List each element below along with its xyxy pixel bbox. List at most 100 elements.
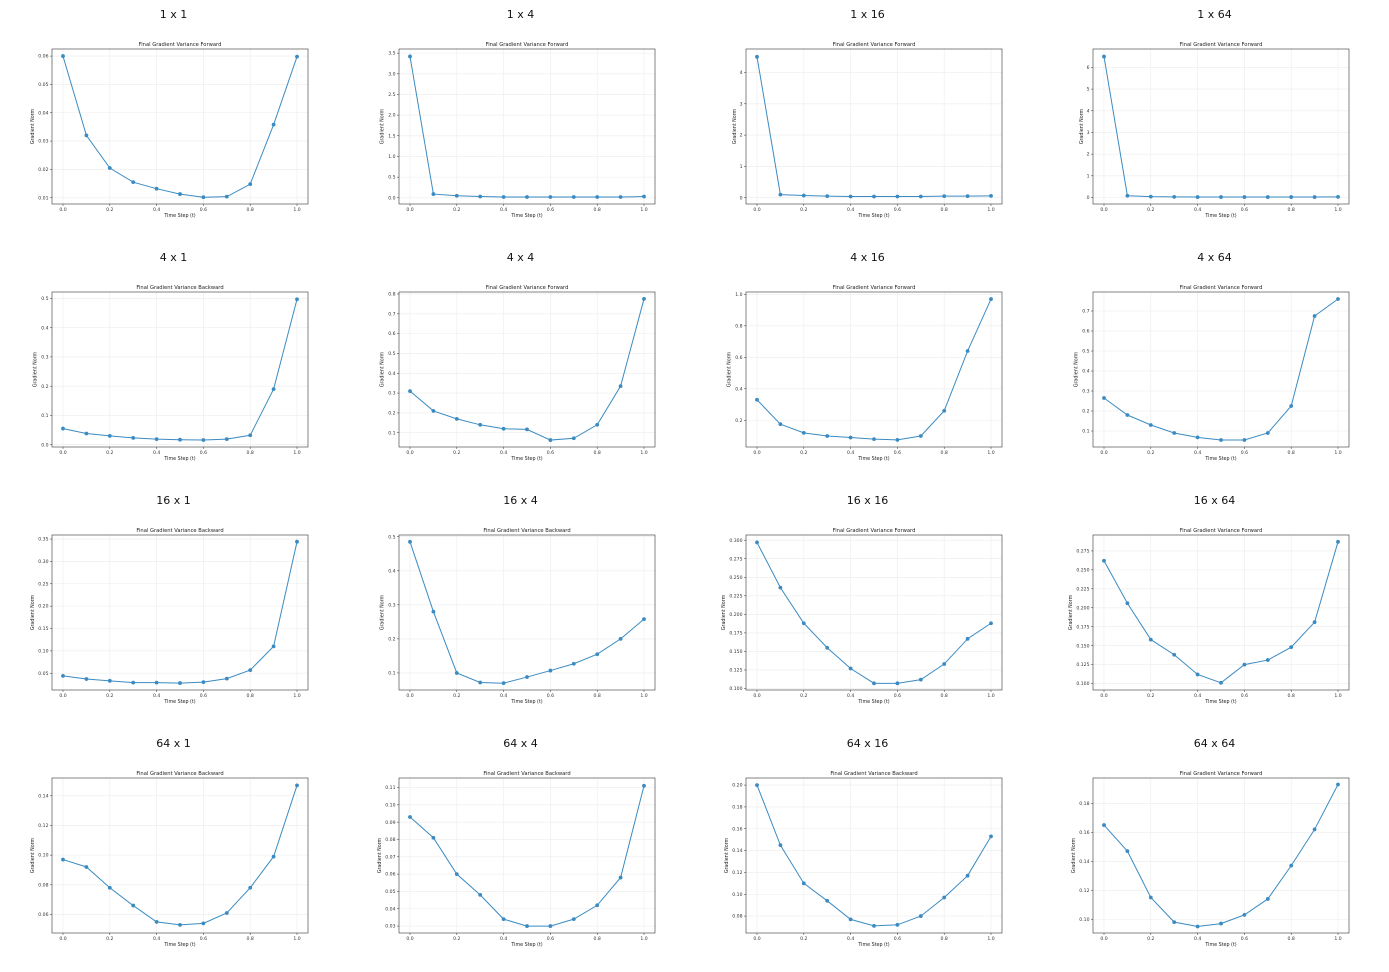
y-tick-label: 0.12: [732, 870, 742, 876]
line-chart: Final Gradient Variance Backward 0.0 0.2 0.…: [30, 771, 309, 948]
y-tick-label: 0.10: [732, 892, 742, 898]
chart-panel: 1 x 64 Final Gradient Variance Forward 0.0…: [1041, 0, 1388, 243]
x-tick-label: 0.2: [800, 450, 807, 456]
x-tick-label: 0.0: [1100, 693, 1107, 699]
data-point: [848, 917, 853, 922]
data-point: [154, 919, 159, 924]
y-tick-label: 0.300: [729, 538, 742, 544]
data-point: [408, 539, 412, 544]
chart-title: Final Gradient Variance Backward: [483, 771, 570, 777]
y-tick-label: 5: [1087, 87, 1090, 93]
data-point: [848, 194, 853, 199]
series-line: [62, 299, 298, 441]
y-axis-label: Gradient Norm: [380, 594, 386, 630]
data-point: [872, 924, 876, 928]
data-point: [895, 681, 900, 686]
data-point: [501, 681, 506, 686]
data-point: [1148, 895, 1153, 900]
data-point: [755, 540, 759, 545]
x-tick-label: 0.2: [1147, 450, 1154, 456]
data-point: [248, 885, 253, 890]
y-tick-label: 0.8: [388, 292, 395, 298]
data-point: [1172, 652, 1177, 657]
y-tick-label: 0.14: [1079, 859, 1089, 865]
data-point: [825, 194, 830, 199]
series-line: [756, 542, 992, 684]
x-tick-label: 0.6: [200, 450, 207, 456]
y-axis-label: Gradient Norm: [724, 837, 730, 873]
data-point: [248, 433, 253, 438]
x-tick-label: 0.2: [106, 207, 113, 213]
x-tick-label: 0.2: [1147, 936, 1154, 942]
data-point: [131, 436, 136, 440]
y-tick-label: 0.10: [1079, 917, 1089, 923]
y-tick-label: 0.275: [729, 556, 742, 562]
data-point: [618, 875, 623, 880]
y-tick-label: 0.250: [1076, 567, 1089, 573]
data-point: [107, 678, 112, 683]
y-tick-label: 0.04: [385, 906, 395, 912]
line-chart: Final Gradient Variance Forward 0.0 0.2 0.4…: [1074, 285, 1350, 462]
y-tick-label: 0.4: [1082, 369, 1089, 375]
data-point: [942, 194, 947, 199]
x-tick-label: 1.0: [987, 693, 994, 699]
y-tick-label: 0.5: [388, 534, 395, 540]
y-tick-label: 0.04: [38, 110, 48, 116]
x-tick-label: 0.0: [406, 207, 413, 213]
data-point: [201, 680, 206, 685]
data-point: [1102, 396, 1106, 400]
data-point: [825, 898, 830, 903]
data-point: [595, 195, 600, 199]
x-tick-label: 0.6: [894, 207, 901, 213]
chart-title: Final Gradient Variance Forward: [1180, 528, 1263, 534]
x-tick-label: 0.4: [847, 450, 854, 456]
y-tick-label: 0.1: [388, 671, 395, 677]
plot-frame: [745, 291, 1003, 448]
line-chart: Final Gradient Variance Forward 0.0 0.2 0.4…: [380, 285, 656, 462]
x-tick-label: 0.2: [106, 450, 113, 456]
chart-panel: 4 x 64 Final Gradient Variance Forward 0.0…: [1041, 243, 1388, 486]
y-tick-label: 0.03: [385, 924, 395, 930]
y-tick-label: 3.5: [388, 51, 395, 57]
chart-title: Final Gradient Variance Forward: [833, 528, 916, 534]
y-tick-label: 0.175: [1076, 624, 1089, 630]
data-point: [408, 54, 412, 59]
x-tick-label: 0.8: [941, 936, 948, 942]
series-line: [1103, 298, 1339, 441]
x-tick-label: 0.0: [406, 936, 413, 942]
x-tick-label: 0.6: [1241, 207, 1248, 213]
series-line: [409, 785, 645, 927]
y-tick-label: 0.4: [388, 568, 395, 574]
data-point: [201, 195, 206, 200]
data-point: [1195, 435, 1200, 440]
y-tick-label: 0.150: [729, 649, 742, 655]
panel-title: 4 x 4: [506, 251, 535, 264]
y-tick-label: 0: [740, 195, 743, 201]
data-point: [61, 54, 65, 58]
x-tick-label: 0.6: [894, 693, 901, 699]
plot-frame: [51, 534, 309, 691]
y-tick-label: 0.2: [388, 637, 395, 643]
x-tick-label: 0.0: [1100, 207, 1107, 213]
y-tick-label: 0.08: [38, 882, 48, 888]
data-point: [1265, 658, 1270, 662]
y-tick-label: 0.3: [388, 391, 395, 397]
data-point: [848, 666, 853, 671]
y-axis-label: Gradient Norm: [721, 594, 727, 630]
panel-title: 1 x 64: [1197, 8, 1232, 21]
plot-frame: [745, 48, 1003, 205]
y-tick-label: 0.100: [1076, 681, 1089, 687]
chart-title: Final Gradient Variance Backward: [136, 771, 223, 777]
line-chart: Final Gradient Variance Backward 0.0 0.2 0.…: [380, 528, 656, 705]
panel-title: 4 x 1: [159, 251, 188, 264]
chart-panel: 64 x 64 Final Gradient Variance Forward 0.…: [1041, 729, 1388, 972]
data-point: [1242, 912, 1247, 917]
data-point: [801, 430, 806, 435]
x-tick-label: 0.2: [453, 693, 460, 699]
x-tick-label: 0.4: [847, 693, 854, 699]
data-point: [1289, 863, 1294, 868]
series-line: [756, 784, 992, 927]
y-tick-label: 0.16: [732, 826, 742, 832]
x-tick-label: 0.8: [247, 936, 254, 942]
data-point: [1148, 194, 1153, 199]
